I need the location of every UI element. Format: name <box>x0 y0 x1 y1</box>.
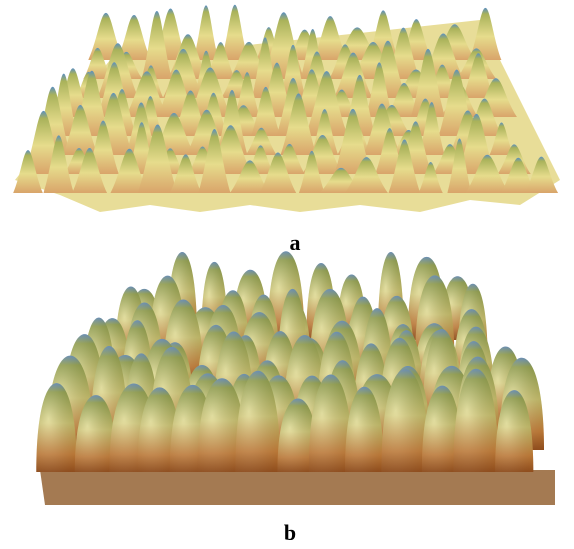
figure: a b <box>0 0 574 549</box>
surface-b-floor <box>40 470 555 505</box>
panel-label: a <box>290 230 301 255</box>
surface-b <box>36 251 555 505</box>
surface-a <box>13 5 560 212</box>
panel-label: b <box>284 520 296 545</box>
